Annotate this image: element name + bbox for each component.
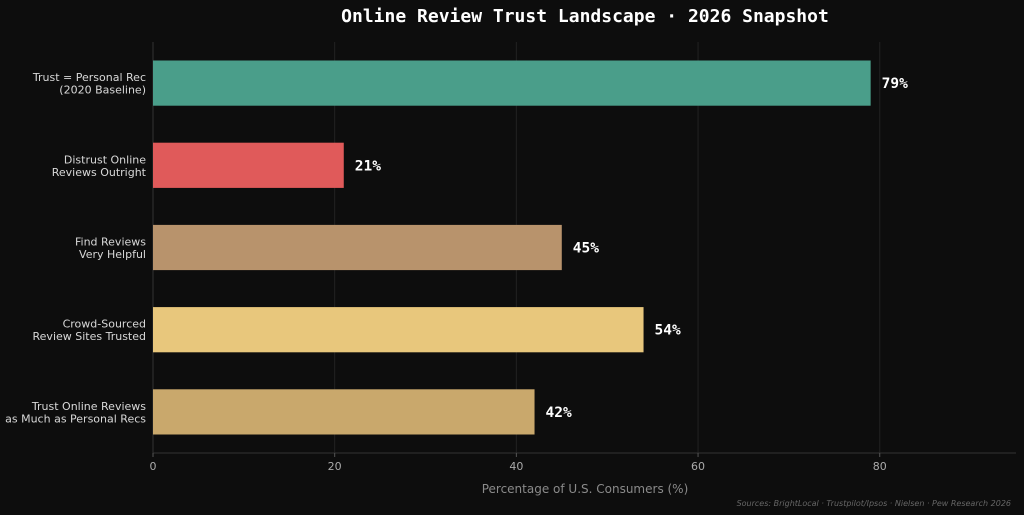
value-label: 42% [546, 405, 572, 421]
bar [153, 307, 644, 353]
chart-title: Online Review Trust Landscape · 2026 Sna… [341, 6, 829, 27]
x-axis-label: Percentage of U.S. Consumers (%) [482, 482, 689, 496]
value-labels: 79% 21% 45% 54% 42% [355, 76, 908, 421]
bar [153, 389, 535, 435]
bar [153, 142, 344, 188]
value-label: 54% [655, 323, 681, 339]
bar [153, 60, 871, 106]
category-label-line: Distrust Online [64, 153, 146, 166]
x-tick-label: 0 [150, 460, 157, 473]
category-label-line: Find Reviews [75, 236, 146, 249]
category-label-line: Crowd-Sourced [63, 318, 146, 331]
category-labels: Trust = Personal Rec (2020 Baseline) Distr… [5, 71, 147, 425]
x-tick-label: 80 [873, 460, 887, 473]
category-label: Find Reviews Very Helpful [75, 236, 146, 262]
category-label: Distrust Online Reviews Outright [52, 153, 147, 179]
value-label: 45% [573, 241, 599, 257]
category-label-line: (2020 Baseline) [59, 84, 146, 97]
sources-note: Sources: BrightLocal · Trustpilot/Ipsos … [737, 499, 1011, 508]
category-label-line: Very Helpful [79, 248, 146, 261]
category-label-line: as Much as Personal Recs [5, 412, 146, 425]
value-label: 21% [355, 158, 381, 174]
category-label: Crowd-Sourced Review Sites Trusted [33, 318, 146, 344]
category-label: Trust = Personal Rec (2020 Baseline) [32, 71, 146, 97]
value-label: 79% [882, 76, 908, 92]
x-tick-label: 20 [328, 460, 342, 473]
category-label-line: Trust = Personal Rec [32, 71, 146, 84]
category-label-line: Trust Online Reviews [31, 400, 146, 413]
category-label-line: Review Sites Trusted [33, 330, 146, 343]
bars [153, 60, 871, 435]
x-tick-label: 60 [691, 460, 705, 473]
x-tick-labels: 0 20 40 60 80 [150, 453, 887, 473]
bar [153, 224, 562, 271]
category-label: Trust Online Reviews as Much as Personal … [5, 400, 146, 426]
x-tick-label: 40 [509, 460, 523, 473]
category-label-line: Reviews Outright [52, 166, 147, 179]
